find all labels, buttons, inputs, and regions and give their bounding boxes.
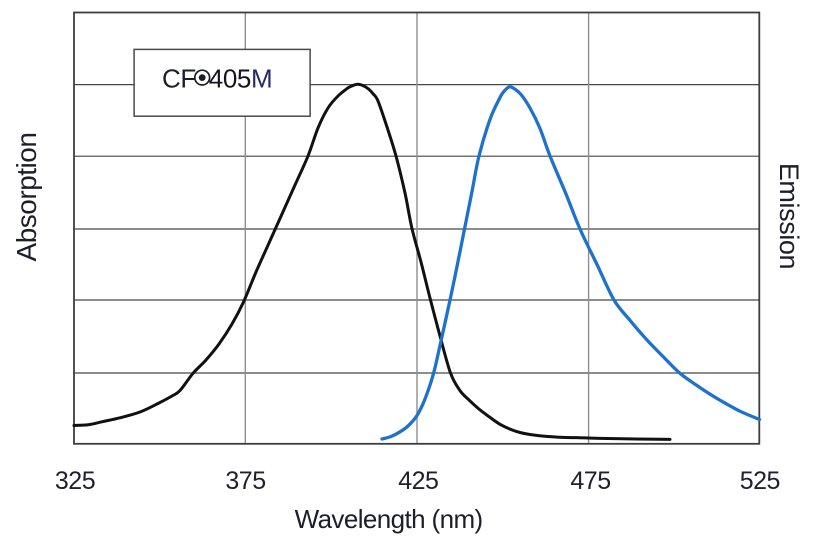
svg-text:Emission: Emission [774,163,804,269]
svg-text:325: 325 [55,467,95,495]
svg-text:375: 375 [225,467,265,495]
svg-text:525: 525 [740,467,780,495]
svg-text:Absorption: Absorption [11,133,42,262]
svg-text:CF: CF [162,64,196,94]
svg-text:475: 475 [570,467,610,495]
svg-text:425: 425 [398,467,438,495]
svg-text:405M: 405M [209,64,272,94]
svg-text:Wavelength (nm): Wavelength (nm) [295,504,483,534]
